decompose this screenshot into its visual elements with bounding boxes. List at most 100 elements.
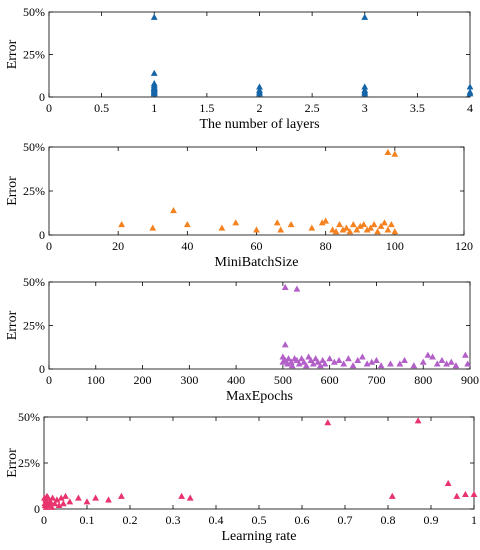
data-point [309,360,317,367]
y-axis-label: Error [5,39,20,69]
x-tick-label: 1 [471,513,477,527]
data-point [150,90,158,97]
x-tick-label: 1.5 [199,101,214,115]
data-point [186,494,194,501]
chart-panel-1: 0 0.5 1 1.5 2 2.5 3 3.5 4 0 25% 50% The number of la… [5,5,474,132]
data-point [464,360,472,367]
x-tick-label: 0 [41,513,47,527]
data-point [387,221,395,228]
data-point [281,283,289,290]
data-point [424,351,432,358]
data-point [287,358,295,365]
data-point [314,358,322,365]
data-point [281,341,289,348]
data-point [410,362,418,369]
x-axis-label: Learning rate [221,529,296,544]
data-point [354,356,362,364]
data-point [401,356,408,364]
data-point [381,219,388,226]
y-tick-label: 25% [23,319,45,333]
data-point [433,360,441,367]
x-tick-label: 120 [455,239,473,253]
data-point [377,222,385,229]
data-point [308,224,316,231]
data-point [281,356,289,364]
data-point [429,353,436,360]
x-tick-label: 0.5 [94,101,109,115]
data-point [288,362,296,369]
x-tick-label: 4 [467,101,473,115]
data-point [170,206,177,214]
data-point [105,496,112,503]
data-point [346,228,354,235]
y-tick-label: 25% [18,456,40,470]
data-point [388,492,396,499]
data-point [349,362,357,369]
data-point [453,492,461,499]
data-point [335,356,343,364]
data-point [57,494,65,501]
x-tick-label: 80 [320,239,332,253]
plot-area-frame [48,281,471,370]
data-point [353,226,361,233]
data-point [326,355,334,362]
x-tick-label: 700 [367,373,385,387]
data-point [47,498,54,505]
x-tick-label: 2.5 [305,101,320,115]
data-point [322,217,330,224]
data-point [470,490,478,497]
data-point [391,150,399,157]
data-point [324,419,332,426]
x-tick-label: 3.5 [410,101,425,115]
data-point [256,83,263,90]
x-tick-label: 40 [181,239,193,253]
data-point [367,224,375,231]
data-point [462,490,469,497]
x-tick-label: 0 [46,101,52,115]
x-tick-label: 60 [251,239,263,253]
data-point [318,219,326,226]
data-point [374,228,381,235]
data-point [361,83,369,90]
data-point [300,358,308,365]
y-tick-label: 25% [23,48,45,62]
x-tick-label: 0.2 [123,513,138,527]
data-point [305,353,313,360]
data-point [307,356,315,364]
data-point [319,356,327,364]
data-point [295,360,303,367]
data-point [321,360,329,367]
data-point [256,90,263,97]
data-point [253,226,260,233]
x-tick-label: 800 [414,373,432,387]
y-tick-label: 0 [34,502,40,516]
y-tick-label: 0 [39,90,45,104]
data-point [332,228,340,235]
x-tick-label: 1 [151,101,157,115]
data-point [149,224,157,231]
x-tick-label: 0.5 [252,513,267,527]
plot-area-frame [43,416,475,510]
x-tick-label: 600 [321,373,339,387]
data-point [340,360,348,367]
data-point [444,479,452,486]
x-tick-label: 500 [274,373,292,387]
data-point [118,492,125,499]
y-axis-label: Error [5,310,20,340]
data-point [387,360,394,367]
data-point [336,221,343,228]
data-point [232,219,240,226]
data-point [287,221,295,228]
y-tick-label: 50% [18,410,40,424]
data-point [298,355,305,362]
data-point [377,362,385,369]
data-point [363,360,371,367]
data-point [452,362,460,369]
data-point [75,494,82,501]
x-tick-label: 0 [46,239,52,253]
data-point [384,226,392,233]
data-point [329,226,336,233]
y-tick-label: 50% [23,5,45,19]
data-point [466,90,474,97]
y-tick-label: 0 [39,228,45,242]
